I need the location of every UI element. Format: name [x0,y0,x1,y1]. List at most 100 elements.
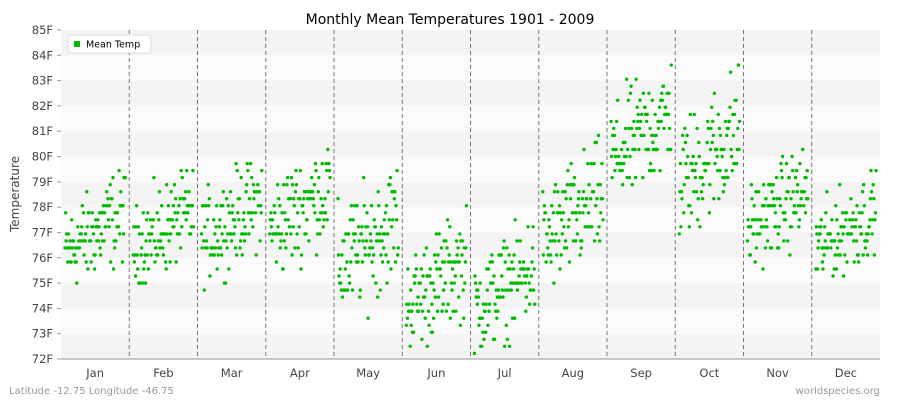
data-point [820,260,825,264]
data-point [718,133,723,138]
data-point [394,218,399,222]
data-point [850,225,854,229]
data-point [492,337,497,341]
data-point [627,175,632,180]
data-point [305,218,309,222]
data-point [683,126,687,131]
data-point [185,168,189,173]
data-point [225,246,229,250]
data-point [102,239,106,243]
data-point [712,91,717,96]
data-point [746,218,750,222]
data-point [349,204,354,208]
data-point [736,126,740,131]
data-point [218,218,222,222]
data-point [712,197,716,201]
data-point [797,218,802,222]
data-point [749,225,753,229]
data-point [247,232,251,236]
data-point [530,260,534,264]
data-point [855,204,859,208]
data-point [113,246,117,250]
data-point [478,281,482,285]
data-point [367,253,371,257]
data-point [243,232,248,236]
data-point [860,190,865,194]
data-point [477,323,481,327]
data-point [691,154,695,159]
data-point [863,246,868,250]
data-point [219,253,224,257]
data-point [587,183,591,187]
data-point [857,260,861,264]
data-point [248,161,253,166]
data-point [487,302,492,306]
data-point [529,274,534,278]
data-point [524,309,528,313]
data-point [282,183,286,187]
data-point [457,260,461,264]
data-point [374,239,379,243]
data-point [289,175,294,180]
data-point [637,126,642,131]
data-point [717,126,722,131]
data-point [600,161,604,166]
data-point [166,204,171,208]
data-point [279,232,284,236]
data-point [319,211,324,215]
data-point [797,225,801,229]
data-point [250,175,254,180]
data-point [370,246,375,250]
data-point [352,239,356,243]
data-point [557,239,561,243]
data-point [502,344,507,348]
y-tick-label: 75F [32,276,53,290]
data-point [141,211,145,215]
legend: Mean Temp [67,34,152,54]
data-point [123,175,128,180]
data-point [758,232,762,236]
data-point [338,267,342,271]
data-point [774,225,778,229]
data-point [507,344,512,348]
data-point [635,126,639,131]
data-point [754,246,759,250]
data-point [555,253,559,257]
data-point [312,183,317,187]
data-point [597,225,601,229]
data-point [152,175,156,180]
data-point [564,197,568,201]
data-point [232,218,237,222]
data-point [202,288,206,292]
data-point [237,218,241,222]
data-point [866,232,870,236]
data-point [299,267,303,271]
data-point [186,211,190,215]
data-point [533,302,537,306]
data-point [600,197,605,201]
data-point [285,183,289,187]
data-point [825,246,830,250]
data-point [229,232,233,236]
data-point [283,211,287,215]
data-point [458,323,463,327]
data-point [447,253,451,257]
data-point [621,183,625,187]
data-point [531,288,536,292]
data-point [161,253,166,257]
data-point [821,267,825,271]
data-point [302,197,306,201]
data-point [115,211,120,215]
data-point [612,133,616,138]
data-point [238,239,243,243]
x-tick-label: Feb [153,366,173,380]
data-point [453,260,457,264]
data-point [323,211,328,215]
data-point [528,302,532,306]
data-point [851,211,855,215]
data-point [301,204,305,208]
data-point [737,119,742,124]
data-point [164,267,168,271]
data-point [118,232,122,236]
data-point [849,197,853,201]
